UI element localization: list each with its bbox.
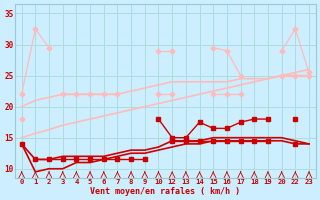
- X-axis label: Vent moyen/en rafales ( km/h ): Vent moyen/en rafales ( km/h ): [90, 187, 240, 196]
